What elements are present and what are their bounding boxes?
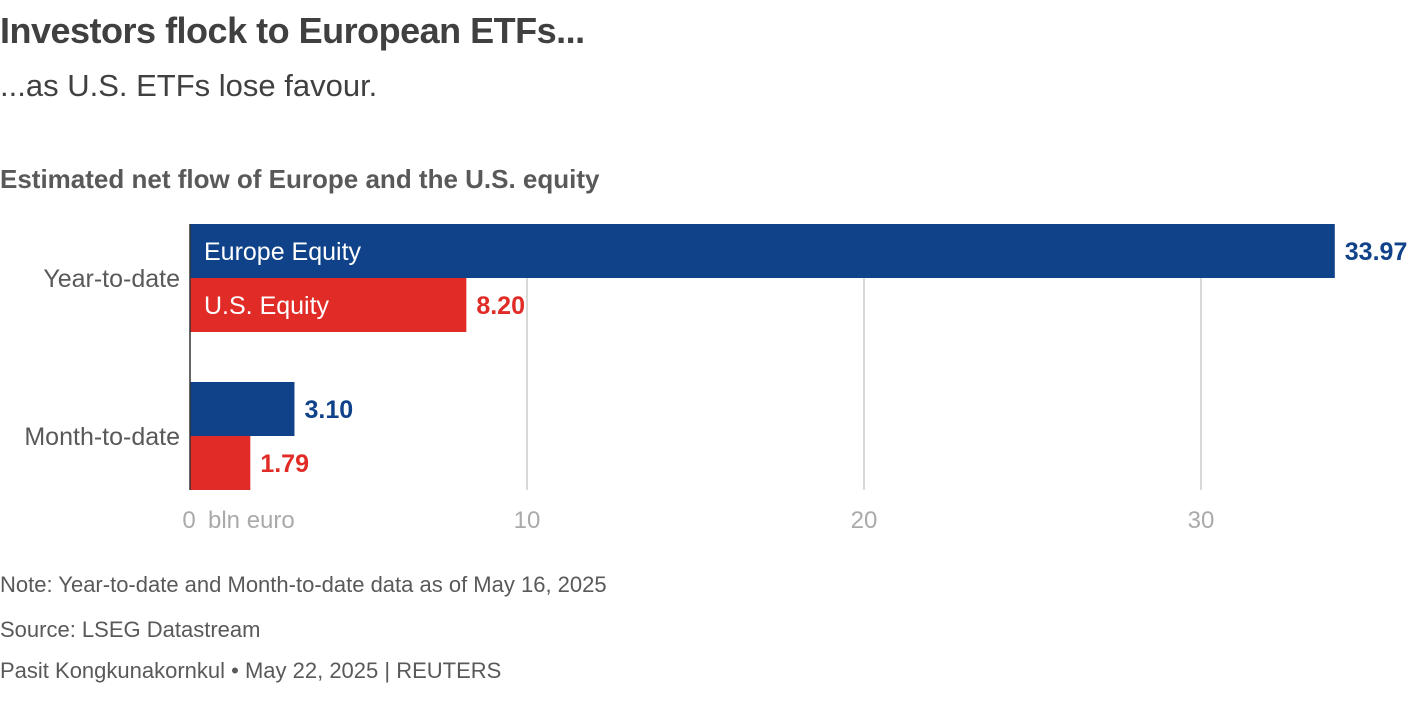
bar-1-1 bbox=[190, 436, 251, 490]
chart-source: Source: LSEG Datastream bbox=[0, 617, 261, 642]
bar-value-label: 3.10 bbox=[304, 396, 353, 424]
page-subtitle: ...as U.S. ETFs lose favour. bbox=[0, 68, 378, 103]
bar-0-0 bbox=[190, 224, 1335, 278]
bar-chart: 33.97 Europe Equity 8.20 U.S. Equity Year-to… bbox=[24, 224, 1408, 534]
chart-title: Estimated net flow of Europe and the U.S… bbox=[0, 164, 600, 194]
series-legend-label: Europe Equity bbox=[204, 238, 362, 266]
bar-value-label: 1.79 bbox=[260, 450, 309, 478]
series-legend-label: U.S. Equity bbox=[204, 292, 330, 320]
category-label: Year-to-date bbox=[43, 265, 180, 293]
bar-0-1 bbox=[190, 278, 467, 332]
category-label: Month-to-date bbox=[24, 423, 180, 451]
x-tick-label: 20 bbox=[851, 507, 878, 534]
x-tick-label: 0 bbox=[182, 507, 195, 534]
x-tick-label: 10 bbox=[514, 507, 541, 534]
bar-value-label: 33.97 bbox=[1345, 238, 1408, 266]
chart-note: Note: Year-to-date and Month-to-date dat… bbox=[0, 572, 607, 597]
bar-1-0 bbox=[190, 382, 295, 436]
x-tick-label: 30 bbox=[1188, 507, 1215, 534]
x-unit-label: bln euro bbox=[208, 507, 295, 534]
bar-value-label: 8.20 bbox=[476, 292, 525, 320]
page-title: Investors flock to European ETFs... bbox=[0, 10, 585, 51]
chart-byline: Pasit Kongkunakornkul • May 22, 2025 | R… bbox=[0, 658, 502, 683]
